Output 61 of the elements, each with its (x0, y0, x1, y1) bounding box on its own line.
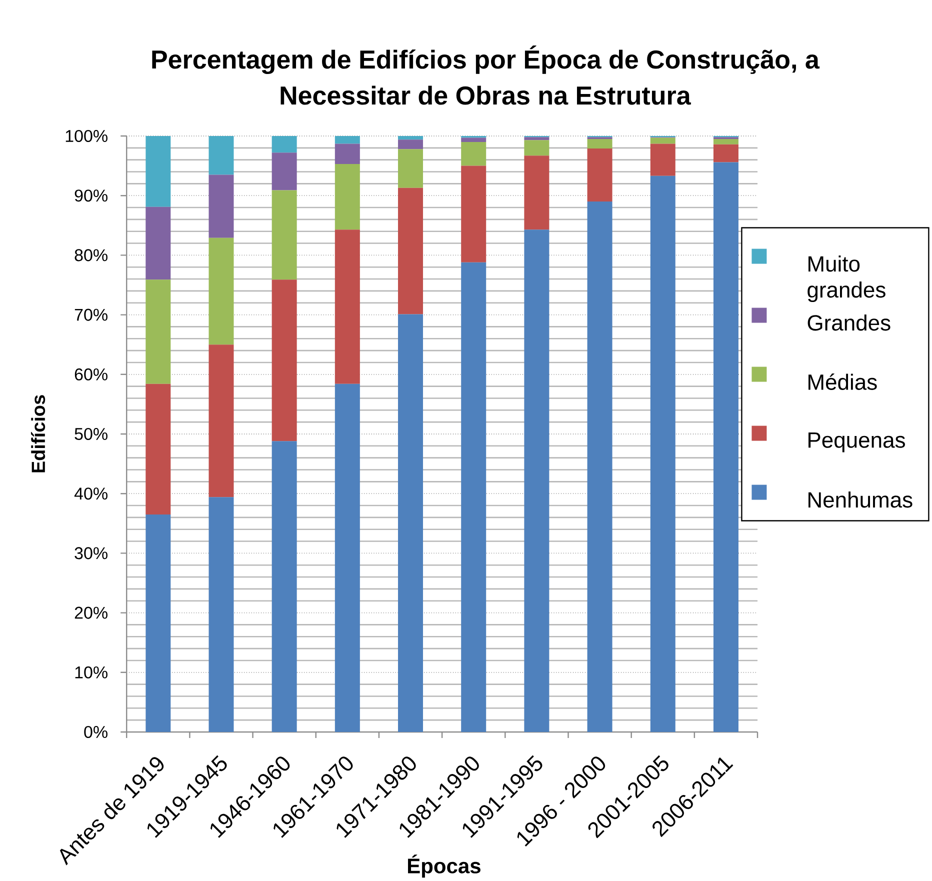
bar (524, 156, 550, 230)
bar (146, 206, 171, 280)
bar (650, 144, 676, 176)
bar (272, 190, 297, 280)
bar (272, 280, 297, 442)
bar (461, 166, 486, 262)
y-tick-label: 50% (74, 428, 108, 440)
bar (524, 230, 550, 732)
legend-label: Médias (808, 374, 877, 390)
bar (272, 441, 297, 732)
y-tick-label: 20% (74, 606, 108, 619)
y-tick-label: 10% (75, 666, 108, 678)
bar (713, 144, 738, 162)
bar (208, 497, 234, 732)
bar (461, 262, 486, 732)
bar (208, 136, 234, 175)
bar (713, 162, 738, 732)
bar (334, 164, 360, 230)
bar (146, 280, 171, 384)
bar (146, 514, 171, 732)
bar (208, 174, 234, 238)
legend-label: Muito grandes (808, 256, 886, 302)
bar (398, 140, 424, 150)
y-tick-label: 30% (74, 547, 108, 560)
bar (713, 138, 738, 144)
bar (208, 344, 234, 498)
bar (272, 136, 297, 153)
bar (461, 138, 486, 142)
y-tick-label: 60% (74, 368, 108, 380)
bar (272, 152, 297, 190)
x-axis-title: Épocas (408, 854, 480, 878)
bar (650, 138, 676, 144)
bar (334, 136, 360, 144)
bar (398, 188, 424, 314)
bar (146, 136, 171, 207)
bar (146, 384, 171, 514)
y-tick-label: 70% (74, 308, 108, 321)
bar (524, 137, 550, 140)
y-axis-title: Edifícios (30, 395, 46, 472)
bar (587, 202, 612, 732)
y-tick-label: 80% (74, 249, 108, 262)
bar (650, 176, 676, 732)
legend-label: Nenhumas (808, 492, 912, 508)
y-tick-label: 100% (66, 130, 108, 142)
legend-label: Grandes (808, 314, 890, 331)
bar (587, 138, 612, 149)
bar (334, 230, 360, 384)
legend-label: Pequenas (808, 432, 905, 452)
bar (334, 144, 360, 164)
bar (461, 142, 486, 166)
y-tick-label: 40% (74, 488, 108, 500)
bar (587, 148, 612, 202)
chart-title: Percentagem de Edifícios por Época de Construção, a Necessitar de Obras na Estrutura (152, 46, 820, 105)
bar (208, 238, 234, 345)
y-tick-label: 90% (74, 190, 108, 202)
bar (334, 384, 360, 732)
bar (398, 136, 424, 140)
bar (398, 314, 424, 732)
y-tick-label: 0% (84, 726, 108, 738)
bar (524, 140, 550, 156)
bar (398, 149, 424, 188)
